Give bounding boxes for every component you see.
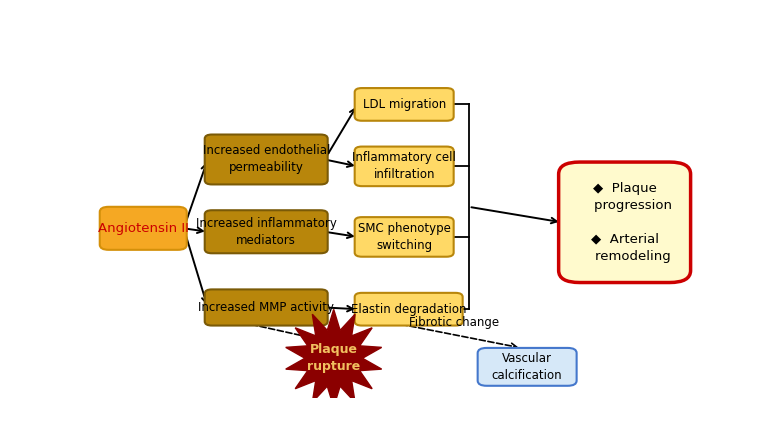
Text: Increased MMP activity: Increased MMP activity — [198, 301, 334, 314]
FancyBboxPatch shape — [204, 210, 327, 253]
Text: Increased endothelial
permeability: Increased endothelial permeability — [203, 144, 330, 174]
FancyBboxPatch shape — [354, 293, 463, 325]
Text: Plaque
rupture: Plaque rupture — [307, 343, 361, 373]
FancyBboxPatch shape — [204, 135, 327, 185]
FancyBboxPatch shape — [559, 162, 690, 283]
Text: Inflammatory cell
infiltration: Inflammatory cell infiltration — [352, 152, 456, 181]
Text: LDL migration: LDL migration — [362, 98, 446, 111]
Text: Fibrotic change: Fibrotic change — [409, 316, 498, 329]
Polygon shape — [286, 309, 382, 407]
FancyBboxPatch shape — [354, 88, 454, 121]
FancyBboxPatch shape — [204, 289, 327, 325]
Text: Angiotensin II: Angiotensin II — [98, 222, 189, 235]
Text: SMC phenotype
switching: SMC phenotype switching — [358, 222, 450, 252]
Text: Elastin degradation: Elastin degradation — [351, 303, 467, 316]
FancyBboxPatch shape — [478, 348, 577, 386]
FancyBboxPatch shape — [100, 207, 187, 250]
Text: Increased inflammatory
mediators: Increased inflammatory mediators — [196, 217, 337, 247]
Text: ◆  Plaque
    progression

◆  Arterial
    remodeling: ◆ Plaque progression ◆ Arterial remodeli… — [577, 182, 672, 263]
Text: Vascular
calcification: Vascular calcification — [491, 352, 563, 382]
FancyBboxPatch shape — [354, 217, 454, 257]
FancyBboxPatch shape — [354, 147, 454, 186]
